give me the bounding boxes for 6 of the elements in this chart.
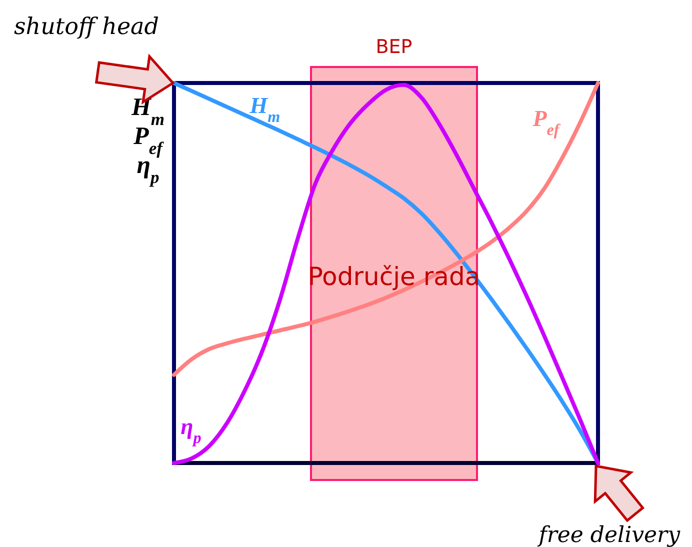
series-label: η$_{p}$ xyxy=(180,414,202,446)
text: BEP xyxy=(376,36,412,58)
text: free delivery xyxy=(536,523,681,547)
series-label: P$_{ef}$ xyxy=(532,106,561,138)
series-label: H$_{m}$ xyxy=(248,93,280,126)
text: shutoff head xyxy=(14,14,159,40)
